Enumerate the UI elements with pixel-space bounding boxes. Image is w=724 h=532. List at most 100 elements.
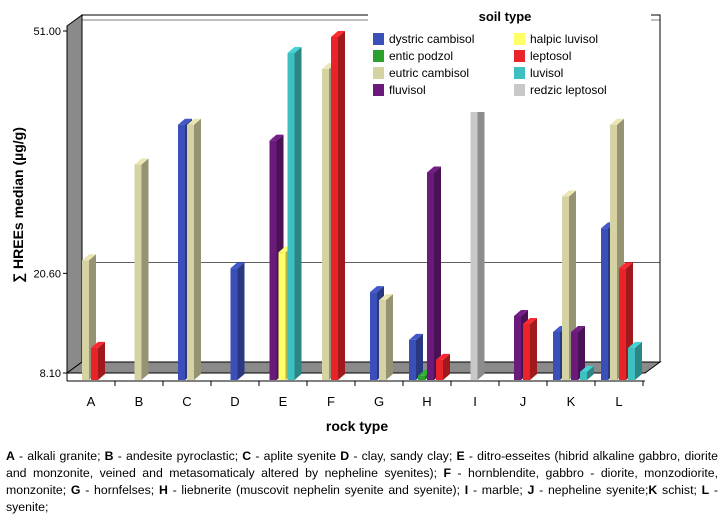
- x-tick-label: A: [87, 394, 96, 409]
- x-axis-title: rock type: [326, 418, 388, 434]
- bar-front: [580, 371, 587, 380]
- bar-top: [571, 325, 585, 332]
- legend-label: luvisol: [530, 66, 563, 80]
- bar-leptosol-H: [436, 353, 450, 380]
- bar-top: [427, 166, 441, 173]
- bar-top: [379, 294, 393, 301]
- bar-front: [601, 228, 608, 380]
- bar-top: [178, 118, 192, 125]
- caption-text: schist;: [657, 483, 702, 497]
- bar-front: [514, 316, 521, 380]
- bar-leptosol-J: [523, 317, 537, 380]
- bar-side: [477, 70, 485, 380]
- bar-front: [322, 68, 329, 380]
- caption-text: - alkali granite;: [14, 449, 105, 463]
- bar-side: [386, 294, 393, 380]
- legend-box: [368, 3, 651, 112]
- bar-top: [230, 262, 245, 269]
- bar-side: [578, 325, 585, 380]
- bar-top: [287, 46, 302, 53]
- y-axis: 8.10 20.60 51.00: [33, 26, 67, 380]
- caption-text: - clay, sandy clay;: [349, 449, 457, 463]
- y-axis-title: ∑ HREEs median (µg/g): [10, 127, 27, 283]
- bar-front: [331, 37, 338, 380]
- caption-text: - syenite;: [6, 483, 718, 514]
- legend-swatch: [514, 84, 525, 96]
- caption-key: K: [648, 483, 658, 497]
- bar-top: [187, 118, 201, 125]
- bar-front: [370, 292, 377, 380]
- legend-item: luvisol: [514, 66, 563, 80]
- caption-key: C: [242, 449, 252, 463]
- x-axis: A B C D E F G H I J K L: [87, 381, 644, 409]
- bar-side: [443, 353, 450, 380]
- bar-front: [562, 196, 569, 380]
- bar-front: [418, 375, 425, 380]
- bar-front: [619, 268, 626, 380]
- bar-top: [610, 118, 624, 125]
- bar-eutric-cambisol-B: [134, 158, 149, 380]
- bar-top: [436, 353, 450, 360]
- caption-key: G: [70, 483, 81, 497]
- x-tick-label: E: [279, 394, 288, 409]
- bar-front: [82, 260, 89, 380]
- legend-swatch: [373, 67, 384, 79]
- bar-side: [294, 46, 302, 380]
- x-tick-label: K: [567, 394, 576, 409]
- caption-text: - hornfelses;: [80, 483, 159, 497]
- caption-text: - nepheline syenite;: [534, 483, 649, 497]
- bar-top: [269, 134, 284, 141]
- bar-front: [427, 172, 434, 380]
- x-tick-label: G: [374, 394, 384, 409]
- bar-front: [134, 164, 142, 380]
- bar-fluvisol-K: [571, 325, 585, 380]
- legend-swatch: [514, 50, 525, 62]
- bar-side: [635, 341, 642, 380]
- legend: soil type dystric cambisol entic podzol eut…: [368, 3, 651, 112]
- bar-top: [91, 341, 105, 348]
- legend-item: dystric cambisol: [373, 32, 474, 46]
- legend-item: eutric cambisol: [373, 66, 469, 80]
- legend-swatch: [514, 67, 525, 79]
- bar-dystric-cambisol-H: [409, 333, 423, 380]
- bar-side: [141, 158, 149, 380]
- bar-top: [409, 333, 423, 340]
- bar-front: [523, 323, 530, 380]
- bar-front: [379, 300, 386, 380]
- caption-text: - ditro-esseites (hibrid alkaline gabbro…: [6, 449, 718, 480]
- bar-top: [134, 158, 149, 165]
- bar-front: [91, 347, 98, 380]
- bar-leptosol-A: [91, 341, 105, 380]
- caption-key: E: [456, 449, 465, 463]
- bar-dystric-cambisol-D: [230, 262, 245, 380]
- bar-eutric-cambisol-C: [187, 118, 201, 380]
- bar-side: [434, 166, 441, 380]
- bar-front: [628, 347, 635, 380]
- legend-swatch: [373, 84, 384, 96]
- bar-side: [416, 333, 423, 380]
- bar-front: [409, 339, 416, 380]
- legend-swatch: [514, 33, 525, 45]
- bar-front: [470, 76, 478, 380]
- bar-front: [287, 52, 295, 380]
- legend-label: eutric cambisol: [389, 66, 469, 80]
- bar-side: [338, 31, 345, 380]
- bar-top: [331, 31, 345, 37]
- x-tick-label: F: [327, 394, 335, 409]
- x-tick-label: J: [520, 394, 527, 409]
- bar-top: [370, 286, 384, 293]
- caption-key: B: [104, 449, 114, 463]
- y-tick-label: 20.60: [33, 268, 61, 280]
- x-tick-label: I: [473, 394, 477, 409]
- bar-top: [628, 341, 642, 348]
- x-tick-label: D: [230, 394, 239, 409]
- caption-key: A: [6, 449, 15, 463]
- caption-text: - liebnerite (muscovit nephelin syenite …: [167, 483, 465, 497]
- x-tick-label: C: [182, 394, 191, 409]
- bar-front: [610, 124, 617, 380]
- legend-item: fluvisol: [373, 83, 426, 97]
- caption-key: L: [701, 483, 710, 497]
- legend-label: entic podzol: [389, 49, 453, 63]
- bar-luvisol-L: [628, 341, 642, 380]
- bar-front: [178, 124, 185, 380]
